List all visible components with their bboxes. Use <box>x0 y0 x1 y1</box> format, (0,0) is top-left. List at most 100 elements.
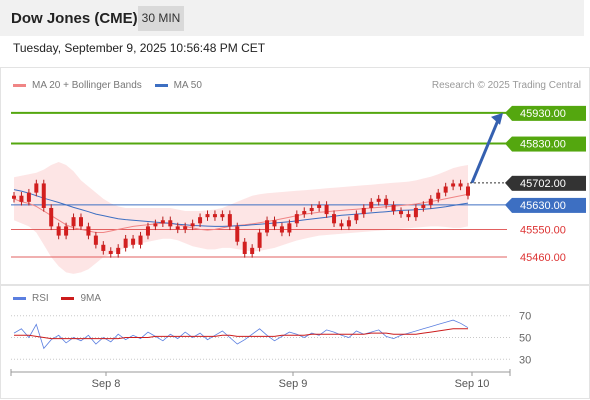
candle-body <box>160 220 165 224</box>
candle-body <box>145 226 150 236</box>
candle-body <box>56 226 61 236</box>
candle-body <box>287 223 292 233</box>
legend-item-9ma: 9MA <box>61 293 101 304</box>
timeframe-button[interactable]: 30 MIN <box>138 6 184 31</box>
rsi-legend: RSI 9MA <box>13 293 101 305</box>
forecast-arrow-head <box>491 112 503 125</box>
candle-body <box>361 207 366 215</box>
legend-item-ma20: MA 20 + Bollinger Bands <box>13 80 142 91</box>
candle-body <box>205 214 210 218</box>
candle-body <box>34 183 39 193</box>
candle-body <box>227 214 232 227</box>
candle-body <box>391 204 396 212</box>
candle-body <box>123 238 128 248</box>
candle-body <box>257 232 262 248</box>
candle-body <box>451 183 456 187</box>
candle-body <box>168 220 173 227</box>
candle-body <box>294 214 299 224</box>
candle-body <box>250 247 255 254</box>
level-label-last: 45702.00 <box>520 178 566 190</box>
candle-body <box>153 223 158 227</box>
candle-body <box>116 247 121 254</box>
legend-label-ma50: MA 50 <box>173 80 202 91</box>
candle-body <box>406 214 411 218</box>
rsi-tick-label: 30 <box>519 354 531 366</box>
candle-body <box>413 207 418 218</box>
level-tag-target <box>512 105 586 121</box>
legend-item-rsi: RSI <box>13 293 49 304</box>
candle-body <box>272 220 277 227</box>
level-label-target: 45830.00 <box>520 139 566 151</box>
legend-label-rsi: RSI <box>32 293 49 304</box>
ma20-swatch <box>13 83 26 87</box>
rsi-swatch <box>13 296 26 300</box>
level-label-support: 45550.00 <box>520 224 566 236</box>
x-tick-label: Sep 9 <box>279 378 308 390</box>
candle-body <box>198 217 203 224</box>
candle-body <box>235 226 240 242</box>
candle-body <box>26 192 31 202</box>
level-tag-pointer <box>505 197 512 213</box>
candle-body <box>302 211 307 215</box>
legend-item-ma50: MA 50 <box>154 80 202 91</box>
level-tag-pointer <box>505 175 512 191</box>
candle-body <box>369 201 374 208</box>
candle-body <box>458 183 463 187</box>
ma50-line <box>13 189 469 227</box>
candle-body <box>190 223 195 227</box>
candle-body <box>332 214 337 224</box>
candle-body <box>78 217 83 227</box>
level-label-pivot: 45630.00 <box>520 200 566 212</box>
x-tick-label: Sep 10 <box>455 378 490 390</box>
rsi-tick-label: 50 <box>519 333 531 345</box>
chart-header: Dow Jones (CME) 30 MIN <box>0 0 584 36</box>
rsi-line <box>13 319 469 350</box>
candle-body <box>309 207 314 212</box>
legend-label-ma20: MA 20 + Bollinger Bands <box>32 80 142 91</box>
candle-body <box>41 183 46 208</box>
candle-body <box>466 186 470 196</box>
legend-label-9ma: 9MA <box>80 293 102 304</box>
candle-body <box>421 204 426 208</box>
candle-body <box>212 214 217 218</box>
candle-body <box>242 241 247 254</box>
level-tag-pointer <box>505 136 512 152</box>
candle-body <box>324 204 329 215</box>
level-tag-target <box>512 136 586 152</box>
level-tag-last <box>512 175 586 191</box>
level-label-support: 45460.00 <box>520 252 566 264</box>
research-credit: Research © 2025 Trading Central <box>431 80 581 91</box>
candle-body <box>428 198 433 205</box>
timestamp: Tuesday, September 9, 2025 10:56:48 PM C… <box>13 41 266 55</box>
candle-body <box>443 186 448 193</box>
candle-body <box>101 244 106 251</box>
forecast-arrow <box>470 117 501 184</box>
ma50-swatch <box>154 83 168 87</box>
candle-body <box>131 238 136 245</box>
candle-body <box>376 198 381 202</box>
candle-body <box>220 214 225 218</box>
candle-body <box>12 195 16 199</box>
candle-body <box>354 214 359 221</box>
level-tag-pointer <box>505 105 512 121</box>
rsi-ma-line <box>14 328 468 340</box>
candle-body <box>265 220 270 233</box>
candle-body <box>86 226 91 236</box>
instrument-title: Dow Jones (CME) <box>11 10 138 27</box>
candle-body <box>339 223 344 227</box>
candle-body <box>71 217 76 227</box>
candle-body <box>93 235 98 245</box>
candle-body <box>175 226 180 230</box>
level-tag-pivot <box>512 197 586 213</box>
candle-body <box>436 192 441 199</box>
candle-body <box>279 226 284 233</box>
candle-body <box>317 204 322 208</box>
candle-body <box>399 211 404 215</box>
price-legend: MA 20 + Bollinger Bands MA 50 <box>13 80 202 92</box>
x-tick-label: Sep 8 <box>92 378 121 390</box>
candle-body <box>19 195 24 202</box>
9ma-swatch <box>61 296 75 300</box>
candle-body <box>138 235 143 245</box>
